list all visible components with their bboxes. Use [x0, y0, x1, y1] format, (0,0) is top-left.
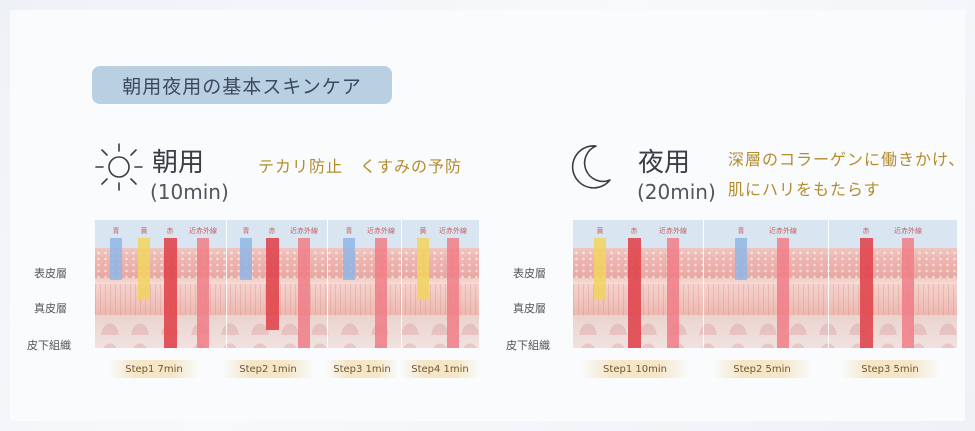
layer-label-subcutaneous: 皮下組織 — [27, 339, 71, 352]
red-light-beam — [266, 238, 279, 330]
morning-duration: (10min) — [150, 180, 229, 204]
beam-label: 近赤外線 — [290, 227, 318, 235]
morning-step-2: Step2 1min — [222, 360, 314, 378]
beam-label: 赤 — [166, 227, 174, 235]
beam-label: 近赤外線 — [367, 227, 395, 235]
near-infrared-beam — [902, 238, 914, 348]
red-light-beam — [860, 238, 873, 348]
yellow-light-beam — [417, 238, 429, 300]
night-duration: (20min) — [637, 180, 716, 204]
morning-step-4: Step4 1min — [400, 360, 480, 378]
night-effect-line2: 肌にハリをもたらす — [728, 180, 881, 199]
beam-label: 青 — [345, 227, 353, 235]
layer-label-epidermis: 表皮層 — [34, 267, 67, 280]
layer-label-dermis: 真皮層 — [513, 302, 546, 315]
blue-light-beam — [343, 238, 355, 280]
night-effect: 深層のコラーゲンに働きかけ、 肌にハリをもたらす — [728, 148, 965, 202]
yellow-light-beam — [138, 238, 150, 300]
near-infrared-beam — [375, 238, 387, 348]
red-light-beam — [628, 238, 641, 348]
morning-skin-diagram: 青 黄 赤 近赤外線 青 赤 近赤外線 青 近赤外線 黄 近赤外線 — [95, 220, 479, 348]
yellow-light-beam — [594, 238, 606, 300]
layer-label-dermis: 真皮層 — [34, 302, 67, 315]
near-infrared-beam — [447, 238, 459, 348]
beam-label: 赤 — [268, 227, 276, 235]
section-heading: 朝用夜用の基本スキンケア — [92, 66, 392, 104]
sun-icon — [95, 143, 143, 191]
beam-label: 近赤外線 — [659, 227, 687, 235]
near-infrared-beam — [667, 238, 679, 348]
near-infrared-beam — [777, 238, 789, 348]
blue-light-beam — [735, 238, 747, 280]
blue-light-beam — [240, 238, 252, 280]
beam-label: 青 — [112, 227, 120, 235]
beam-label: 赤 — [630, 227, 638, 235]
beam-label: 青 — [737, 227, 745, 235]
night-step-3: Step3 5min — [840, 360, 940, 378]
layer-label-subcutaneous: 皮下組織 — [506, 339, 550, 352]
night-title: 夜用 — [638, 148, 691, 178]
beam-label: 赤 — [862, 227, 870, 235]
near-infrared-beam — [197, 238, 209, 348]
red-light-beam — [164, 238, 177, 348]
beam-label: 黄 — [596, 227, 604, 235]
blue-light-beam — [110, 238, 122, 280]
section-heading-text: 朝用夜用の基本スキンケア — [122, 75, 362, 98]
near-infrared-beam — [298, 238, 310, 348]
beam-label: 黄 — [140, 227, 148, 235]
morning-step-3: Step3 1min — [325, 360, 399, 378]
beam-label: 近赤外線 — [769, 227, 797, 235]
morning-step-1: Step1 7min — [108, 360, 200, 378]
beam-label: 黄 — [419, 227, 427, 235]
layer-label-epidermis: 表皮層 — [513, 267, 546, 280]
beam-label: 青 — [242, 227, 250, 235]
morning-effect: テカリ防止 くすみの予防 — [258, 157, 463, 176]
night-skin-diagram: 黄 赤 近赤外線 青 近赤外線 赤 近赤外線 — [573, 220, 957, 348]
night-step-2: Step2 5min — [712, 360, 812, 378]
night-step-1: Step1 10min — [580, 360, 690, 378]
night-effect-line1: 深層のコラーゲンに働きかけ、 — [728, 150, 966, 169]
morning-title: 朝用 — [152, 148, 205, 178]
beam-label: 近赤外線 — [439, 227, 467, 235]
beam-label: 近赤外線 — [189, 227, 217, 235]
moon-icon — [571, 145, 611, 189]
beam-label: 近赤外線 — [894, 227, 922, 235]
